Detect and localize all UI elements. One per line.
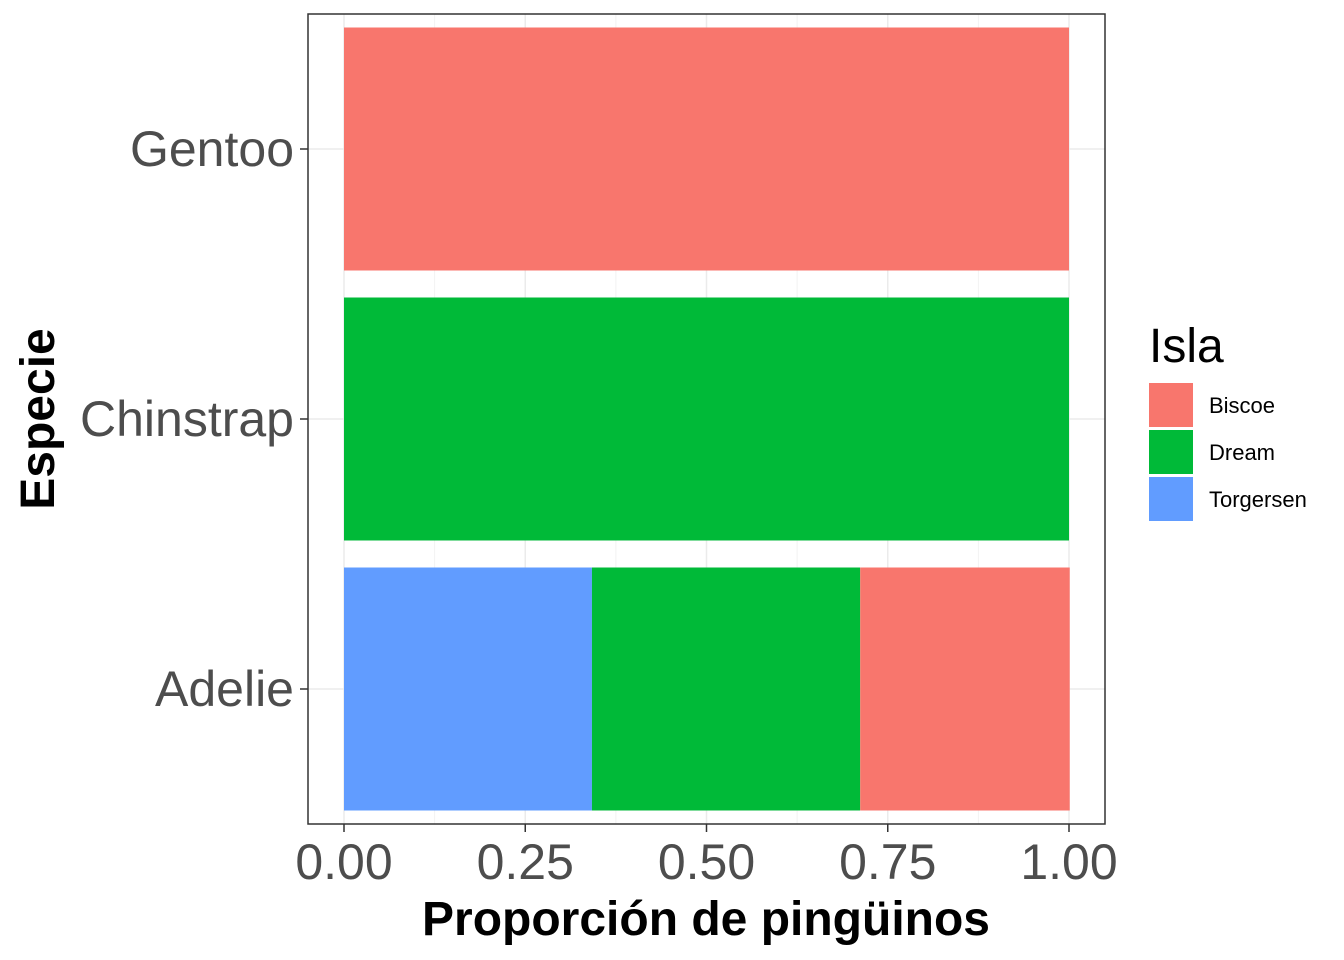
x-tick-label: 0.00 bbox=[295, 834, 392, 890]
legend: Isla Biscoe Dream Torgersen bbox=[1149, 320, 1307, 521]
legend-key-biscoe bbox=[1149, 383, 1193, 427]
bar-adelie-biscoe bbox=[860, 567, 1070, 811]
legend-label: Torgersen bbox=[1209, 487, 1307, 512]
y-tick-label: Gentoo bbox=[130, 121, 294, 177]
legend-key-torgersen bbox=[1149, 477, 1193, 521]
bars-layer bbox=[344, 27, 1070, 811]
x-axis-title: Proporción de pingüinos bbox=[422, 893, 990, 946]
x-tick-label: 1.00 bbox=[1020, 834, 1117, 890]
y-tick-label: Chinstrap bbox=[80, 391, 294, 447]
x-tick-label: 0.50 bbox=[658, 834, 755, 890]
x-tick-label: 0.75 bbox=[839, 834, 936, 890]
bar-chinstrap-dream bbox=[344, 297, 1069, 541]
y-axis-title: Especie bbox=[12, 328, 65, 509]
legend-label: Biscoe bbox=[1209, 393, 1275, 418]
legend-title: Isla bbox=[1149, 320, 1224, 373]
y-tick-label: Adelie bbox=[155, 661, 294, 717]
x-tick-label: 0.25 bbox=[477, 834, 574, 890]
legend-key-dream bbox=[1149, 430, 1193, 474]
x-axis: 0.00 0.25 0.50 0.75 1.00 bbox=[295, 824, 1118, 890]
bar-adelie-torgersen bbox=[344, 567, 592, 811]
legend-label: Dream bbox=[1209, 440, 1275, 465]
bar-adelie-dream bbox=[591, 567, 861, 811]
bar-gentoo-biscoe bbox=[344, 27, 1069, 271]
y-axis: Adelie Chinstrap Gentoo bbox=[80, 121, 308, 717]
